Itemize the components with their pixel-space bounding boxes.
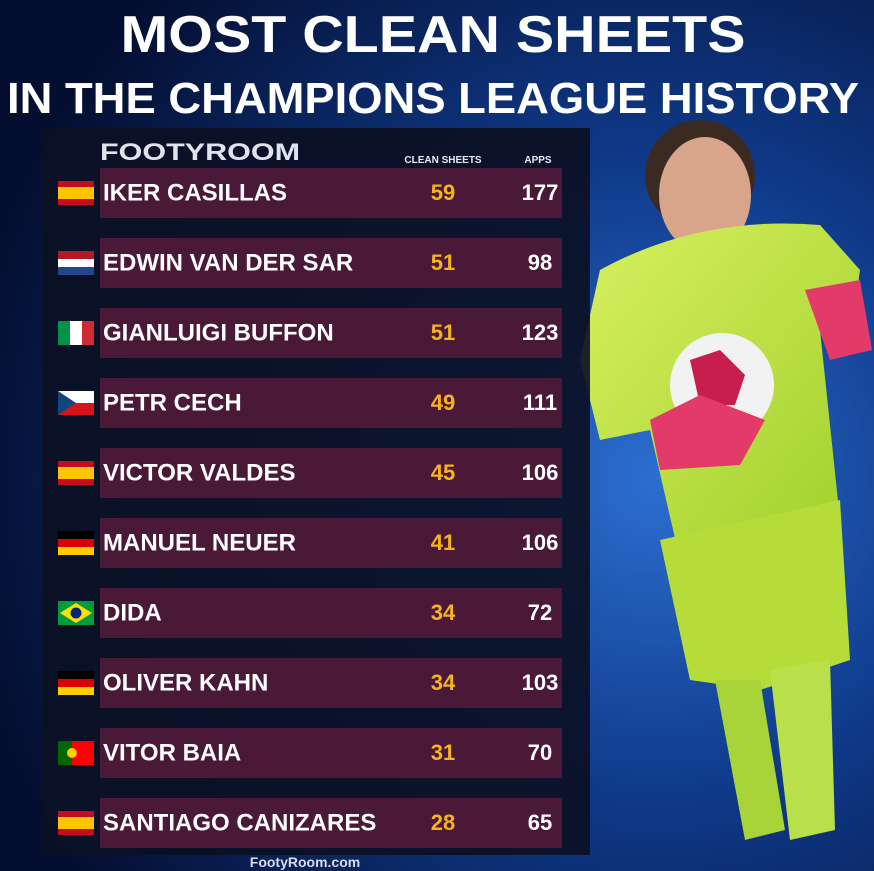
player-name: IKER CASILLAS	[103, 179, 287, 206]
footer-source: FootyRoom.com	[250, 854, 360, 870]
row-bar	[100, 378, 562, 428]
clean-sheets: 51	[431, 320, 455, 345]
row-bar	[100, 238, 562, 288]
flag-part	[58, 741, 72, 765]
flag-part	[58, 671, 94, 679]
flag-part	[58, 817, 94, 829]
flag-part	[82, 321, 94, 345]
row-bar	[100, 518, 562, 568]
clean-sheets: 34	[431, 600, 456, 625]
flag	[58, 461, 94, 485]
player-name: VITOR BAIA	[103, 739, 241, 766]
flag-part	[58, 547, 94, 555]
player-name: DIDA	[103, 599, 162, 626]
clean-sheets: 31	[431, 740, 455, 765]
apps: 177	[522, 180, 559, 205]
apps: 123	[522, 320, 559, 345]
clean-sheets: 45	[431, 460, 455, 485]
flag-part	[58, 531, 94, 539]
flag-part	[58, 679, 94, 687]
flag-part	[58, 267, 94, 275]
flag-part	[70, 607, 82, 619]
flag	[58, 251, 94, 275]
flag-part	[58, 187, 94, 199]
player-name: OLIVER KAHN	[103, 669, 268, 696]
flag-part	[58, 259, 94, 267]
clean-sheets: 34	[431, 670, 456, 695]
table-rows: IKER CASILLAS 59 177 EDWIN VAN DER SAR 51 98 G…	[58, 168, 562, 848]
apps: 103	[522, 670, 559, 695]
column-header: CLEAN SHEETS	[404, 155, 482, 166]
clean-sheets: 41	[431, 530, 455, 555]
flag-part	[58, 321, 70, 345]
flag	[58, 741, 94, 765]
apps: 70	[528, 740, 552, 765]
row-bar	[100, 168, 562, 218]
flag-part	[72, 741, 94, 765]
title-line-1: MOST CLEAN SHEETS	[121, 6, 746, 64]
flag-part	[58, 539, 94, 547]
logo: FOOTYROOM	[100, 139, 300, 166]
flag	[58, 601, 94, 625]
title-line-2: IN THE CHAMPIONS LEAGUE HISTORY	[7, 74, 859, 123]
player-name: PETR CECH	[103, 389, 242, 416]
row-bar	[100, 798, 562, 848]
player-illustration	[580, 120, 872, 840]
flag-part	[58, 251, 94, 259]
flag-part	[58, 467, 94, 479]
column-header: APPS	[524, 155, 552, 166]
row-bar	[100, 308, 562, 358]
apps: 111	[523, 390, 557, 415]
clean-sheets: 28	[431, 810, 455, 835]
player-name: SANTIAGO CANIZARES	[103, 809, 376, 836]
apps: 106	[522, 460, 559, 485]
clean-sheets: 59	[431, 180, 455, 205]
apps: 106	[522, 530, 559, 555]
apps: 72	[528, 600, 552, 625]
row-bar	[100, 448, 562, 498]
clean-sheets: 51	[431, 250, 455, 275]
flag	[58, 811, 94, 835]
flag-part	[67, 748, 77, 758]
apps: 98	[528, 250, 552, 275]
flag	[58, 391, 94, 415]
flag	[58, 181, 94, 205]
flag	[58, 321, 94, 345]
player-name: GIANLUIGI BUFFON	[103, 319, 334, 346]
row-bar	[100, 588, 562, 638]
flag	[58, 531, 94, 555]
player-name: EDWIN VAN DER SAR	[103, 249, 353, 276]
row-bar	[100, 728, 562, 778]
flag-part	[70, 321, 82, 345]
flag	[58, 671, 94, 695]
flag-part	[58, 687, 94, 695]
flag-part	[58, 391, 76, 415]
apps: 65	[528, 810, 552, 835]
row-bar	[100, 658, 562, 708]
player-name: VICTOR VALDES	[103, 459, 295, 486]
player-name: MANUEL NEUER	[103, 529, 296, 556]
clean-sheets: 49	[431, 390, 455, 415]
